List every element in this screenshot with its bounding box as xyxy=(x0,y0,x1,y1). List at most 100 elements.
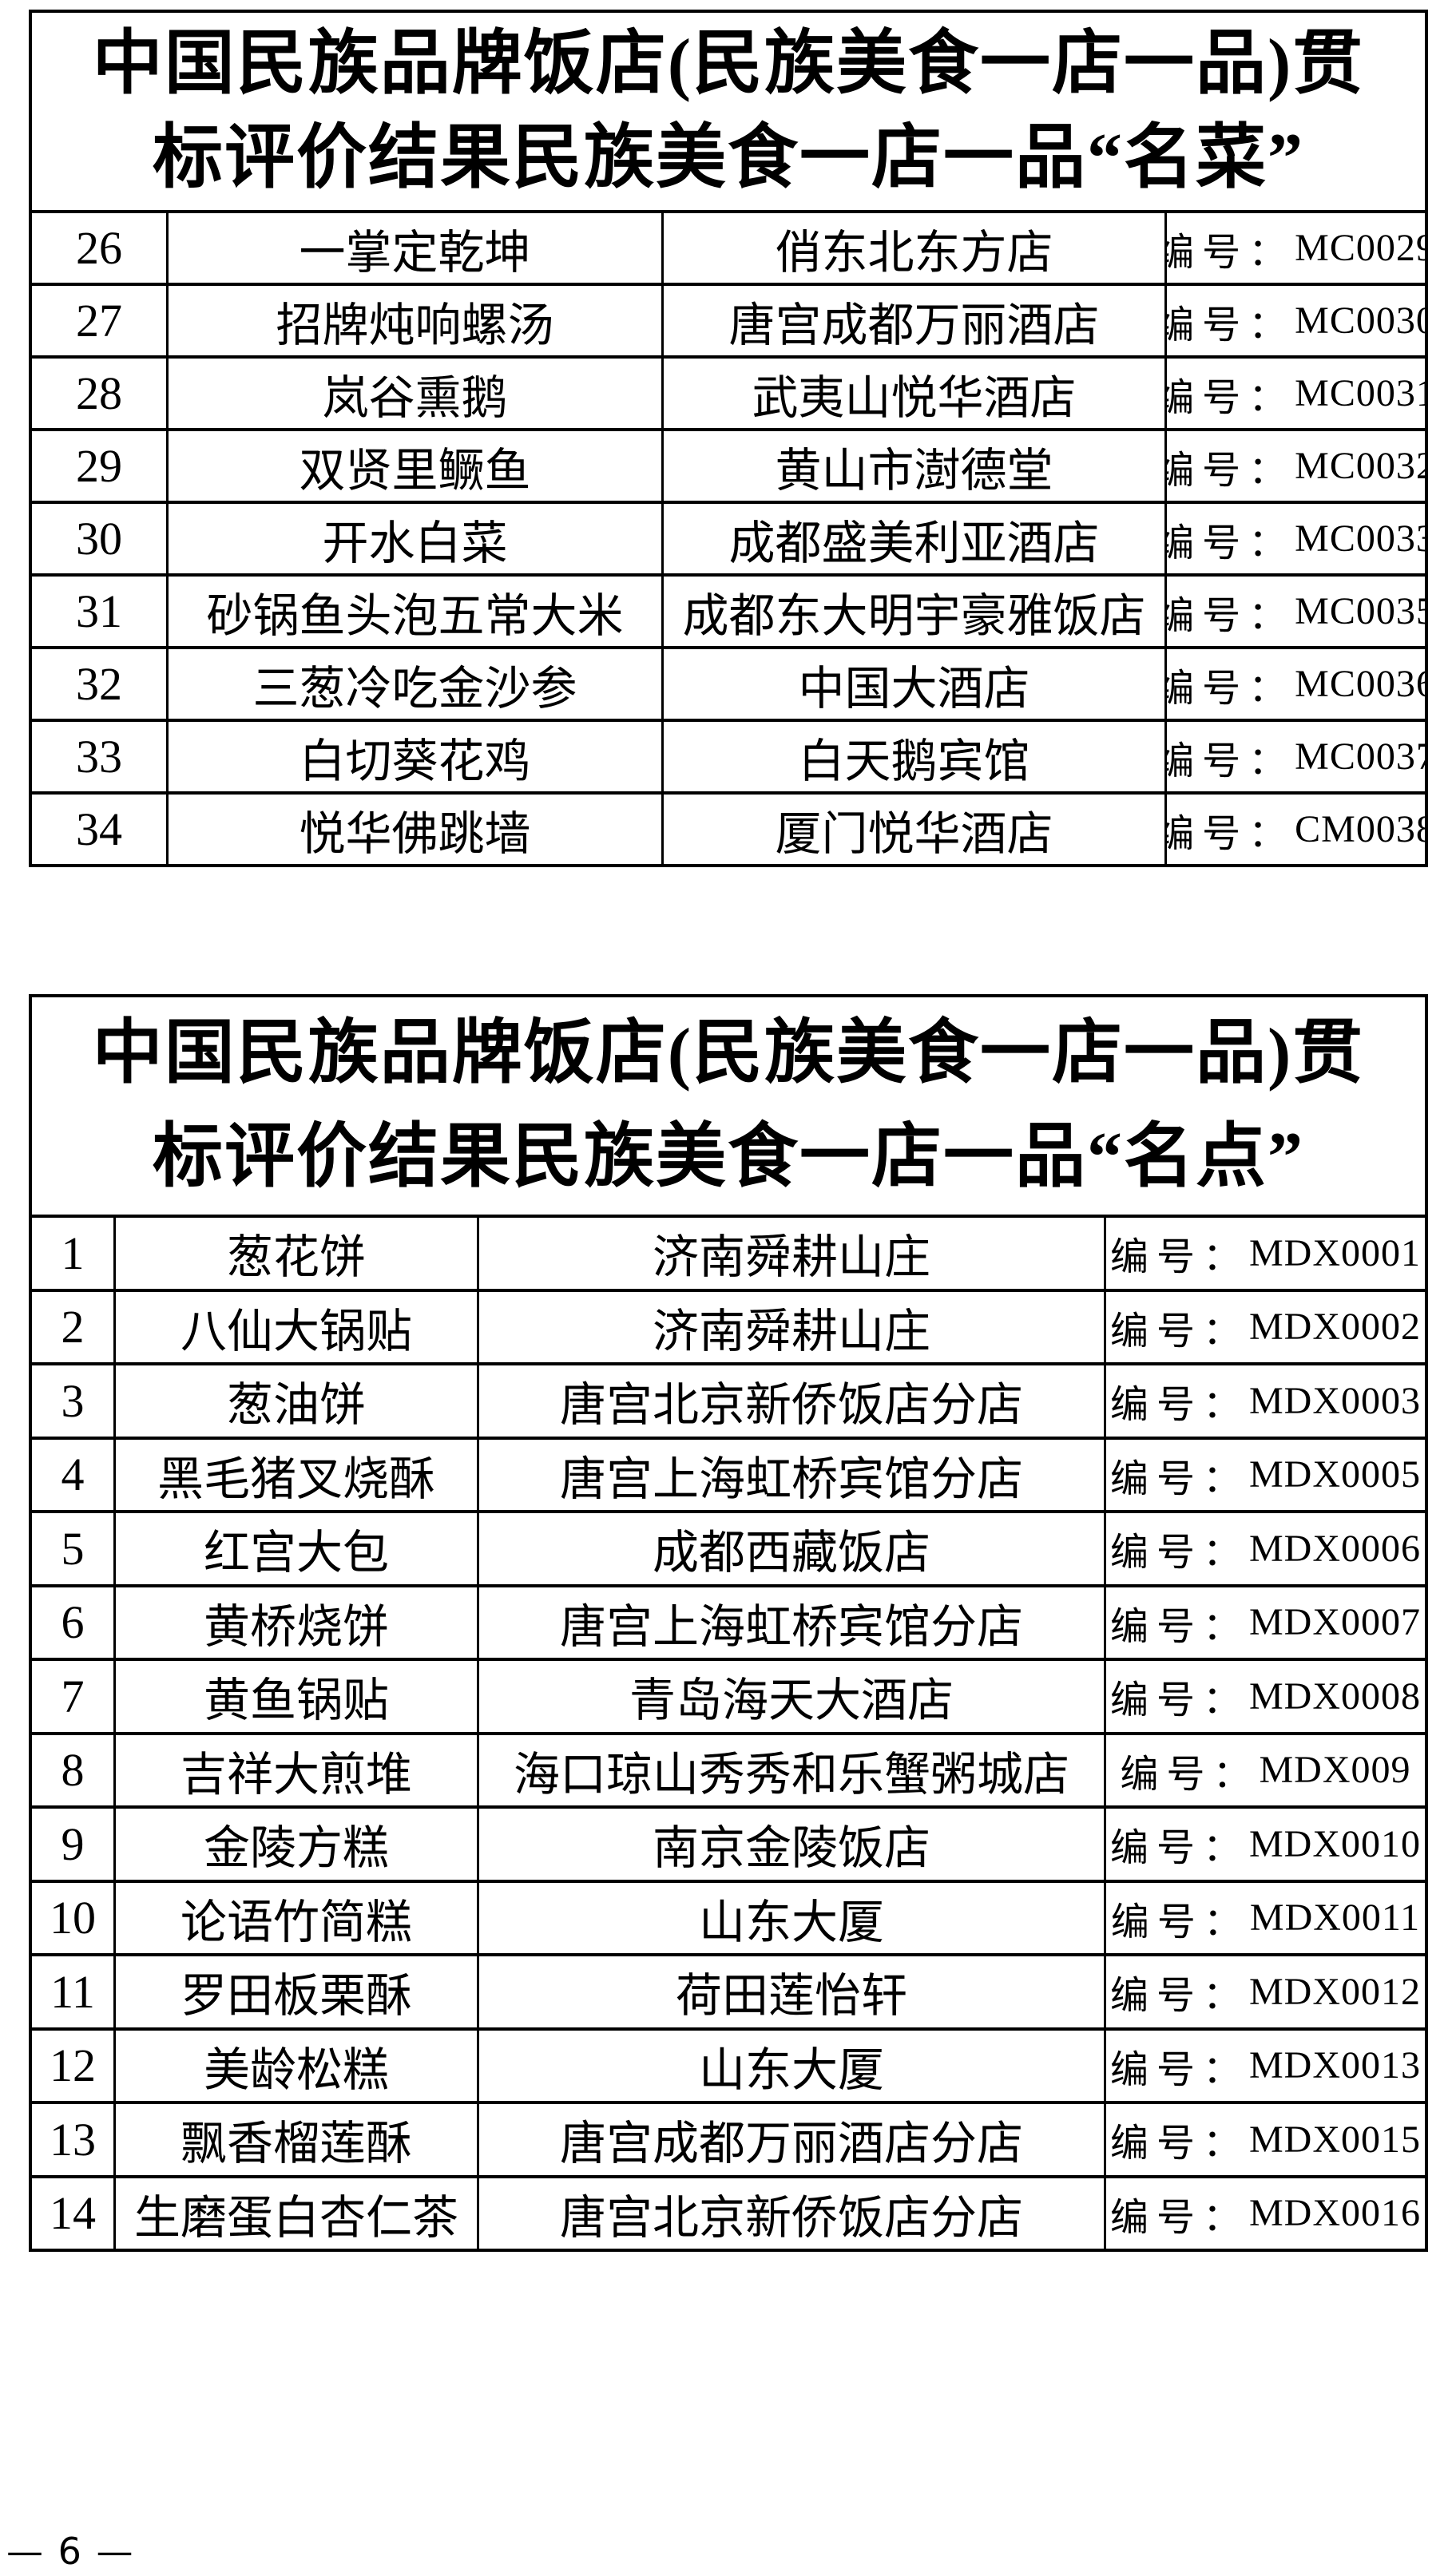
row-number-cell: 2 xyxy=(61,1301,85,1353)
row-number-cell: 11 xyxy=(50,1965,95,2018)
code-cell: 编号： MDX0006 xyxy=(1104,1513,1425,1584)
table-row: 3 葱油饼 唐宫北京新侨饭店分店 编号： MDX0003 xyxy=(32,1362,1425,1437)
dish-name-cell: 吉祥大煎堆 xyxy=(113,1734,477,1805)
row-number-cell: 30 xyxy=(76,513,122,565)
code-label: 编号： xyxy=(1109,2196,1249,2239)
code-label: 编号： xyxy=(1110,1900,1250,1944)
code-cell: 编号： MDX0007 xyxy=(1104,1587,1425,1658)
code-label: 编号： xyxy=(1164,594,1295,637)
row-number-cell: 29 xyxy=(76,440,122,492)
code-value: MC0033 xyxy=(1295,517,1425,560)
restaurant-name-cell: 中国大酒店 xyxy=(661,649,1164,719)
dish-name-cell: 白切葵花鸡 xyxy=(166,722,661,791)
table-row: 2 八仙大锅贴 济南舜耕山庄 编号： MDX0002 xyxy=(32,1288,1425,1362)
code-value: MDX0005 xyxy=(1249,1453,1422,1496)
code-label: 编号： xyxy=(1109,2048,1249,2091)
code-value: MDX0013 xyxy=(1249,2044,1422,2087)
dish-name-cell: 金陵方糕 xyxy=(113,1809,477,1880)
row-number-cell: 6 xyxy=(61,1596,85,1649)
restaurant-name-cell: 山东大厦 xyxy=(477,1882,1104,1953)
code-cell: 编号： MDX0010 xyxy=(1104,1809,1425,1880)
code-value: MDX0012 xyxy=(1249,1970,1422,2013)
code-label: 编号： xyxy=(1109,1532,1249,1575)
code-value: MDX009 xyxy=(1259,1749,1411,1792)
restaurant-name-cell: 武夷山悦华酒店 xyxy=(661,359,1164,428)
code-cell: 编号： MDX009 xyxy=(1104,1734,1425,1805)
row-number-cell: 31 xyxy=(76,585,122,637)
table-row: 29 双贤里鳜鱼 黄山市澍德堂 编号： MC0032 xyxy=(32,428,1425,501)
code-value: MC0032 xyxy=(1295,445,1425,487)
restaurant-name-cell: 成都盛美利亚酒店 xyxy=(661,504,1164,573)
dish-name-cell: 招牌炖响螺汤 xyxy=(166,286,661,355)
code-value: MDX0011 xyxy=(1249,1896,1421,1940)
famous-pastries-table-body: 1 葱花饼 济南舜耕山庄 编号： MDX0001 2 八仙大锅贴 济南舜耕山庄 编… xyxy=(32,1215,1425,2249)
restaurant-name-cell: 南京金陵饭店 xyxy=(477,1809,1104,1880)
row-number-cell: 14 xyxy=(50,2187,96,2240)
code-label: 编号： xyxy=(1164,667,1295,710)
code-value: MDX0007 xyxy=(1249,1601,1422,1644)
table-row: 9 金陵方糕 南京金陵饭店 编号： MDX0010 xyxy=(32,1805,1425,1880)
code-label: 编号： xyxy=(1164,376,1295,419)
code-cell: 编号： MDX0002 xyxy=(1104,1291,1425,1362)
code-value: MDX0003 xyxy=(1249,1379,1422,1422)
table-title-line-1: 中国民族品牌饭店(民族美食一店一品)贯 xyxy=(92,25,1365,103)
table-row: 4 黑毛猪叉烧酥 唐宫上海虹桥宾馆分店 编号： MDX0005 xyxy=(32,1436,1425,1510)
table-row: 8 吉祥大煎堆 海口琼山秀秀和乐蟹粥城店 编号： MDX009 xyxy=(32,1731,1425,1805)
table-row: 7 黄鱼锅贴 青岛海天大酒店 编号： MDX0008 xyxy=(32,1658,1425,1732)
dish-name-cell: 飘香榴莲酥 xyxy=(113,2104,477,2175)
code-value: MDX0016 xyxy=(1249,2192,1422,2235)
code-cell: 编号： MDX0001 xyxy=(1104,1218,1425,1289)
restaurant-name-cell: 俏东北东方店 xyxy=(661,213,1164,283)
code-cell: 编号： MDX0012 xyxy=(1104,1956,1425,2027)
row-number-cell: 32 xyxy=(76,658,122,710)
row-number-cell: 13 xyxy=(50,2113,96,2166)
restaurant-name-cell: 成都东大明宇豪雅饭店 xyxy=(661,577,1164,646)
page-number: — 6 — xyxy=(6,2530,135,2573)
table-row: 27 招牌炖响螺汤 唐宫成都万丽酒店 编号： MC0030 xyxy=(32,283,1425,355)
dish-name-cell: 一掌定乾坤 xyxy=(166,213,661,283)
restaurant-name-cell: 荷田莲怡轩 xyxy=(477,1956,1104,2027)
code-cell: 编号： MDX0008 xyxy=(1104,1661,1425,1732)
code-cell: 编号： MDX0013 xyxy=(1104,2030,1425,2101)
restaurant-name-cell: 海口琼山秀秀和乐蟹粥城店 xyxy=(477,1734,1104,1805)
table-row: 5 红宫大包 成都西藏饭店 编号： MDX0006 xyxy=(32,1510,1425,1584)
row-number-cell: 28 xyxy=(76,367,122,419)
code-cell: 编号： MC0031 xyxy=(1164,359,1425,428)
table-row: 11 罗田板栗酥 荷田莲怡轩 编号： MDX0012 xyxy=(32,1953,1425,2027)
code-value: MDX0001 xyxy=(1249,1231,1422,1274)
code-label: 编号： xyxy=(1109,1827,1249,1870)
code-label: 编号： xyxy=(1164,812,1295,855)
restaurant-name-cell: 济南舜耕山庄 xyxy=(477,1218,1104,1289)
code-label: 编号： xyxy=(1164,303,1295,347)
table-title-line-2: 标评价结果民族美食一店一品“名菜” xyxy=(152,119,1304,197)
restaurant-name-cell: 成都西藏饭店 xyxy=(477,1513,1104,1584)
code-value: MC0035 xyxy=(1295,590,1425,632)
table-row: 26 一掌定乾坤 俏东北东方店 编号： MC0029 xyxy=(32,210,1425,283)
dish-name-cell: 八仙大锅贴 xyxy=(113,1291,477,1362)
code-cell: 编号： MDX0005 xyxy=(1104,1439,1425,1510)
dish-name-cell: 罗田板栗酥 xyxy=(113,1956,477,2027)
restaurant-name-cell: 厦门悦华酒店 xyxy=(661,795,1164,864)
table-row: 14 生磨蛋白杏仁茶 唐宫北京新侨饭店分店 编号： MDX0016 xyxy=(32,2174,1425,2249)
dish-name-cell: 葱花饼 xyxy=(113,1218,477,1289)
code-label: 编号： xyxy=(1164,521,1295,565)
code-label: 编号： xyxy=(1109,1605,1249,1648)
code-cell: 编号： MDX0003 xyxy=(1104,1365,1425,1437)
dish-name-cell: 黄桥烧饼 xyxy=(113,1587,477,1658)
table-row: 31 砂锅鱼头泡五常大米 成都东大明宇豪雅饭店 编号： MC0035 xyxy=(32,573,1425,646)
famous-dishes-table-body: 26 一掌定乾坤 俏东北东方店 编号： MC0029 27 招牌炖响螺汤 唐宫成都… xyxy=(32,210,1425,864)
dish-name-cell: 砂锅鱼头泡五常大米 xyxy=(166,577,661,646)
code-cell: 编号： MC0036 xyxy=(1164,649,1425,719)
code-value: MC0031 xyxy=(1295,372,1425,414)
code-label: 编号： xyxy=(1109,1975,1249,2018)
row-number-cell: 34 xyxy=(76,803,122,855)
row-number-cell: 7 xyxy=(61,1670,85,1722)
code-label: 编号： xyxy=(1164,739,1295,783)
row-number-cell: 8 xyxy=(61,1744,85,1797)
dish-name-cell: 岚谷熏鹅 xyxy=(166,359,661,428)
code-value: CM0038 xyxy=(1295,808,1425,850)
restaurant-name-cell: 唐宫上海虹桥宾馆分店 xyxy=(477,1439,1104,1510)
code-cell: 编号： MC0032 xyxy=(1164,431,1425,501)
code-cell: 编号： MC0030 xyxy=(1164,286,1425,355)
